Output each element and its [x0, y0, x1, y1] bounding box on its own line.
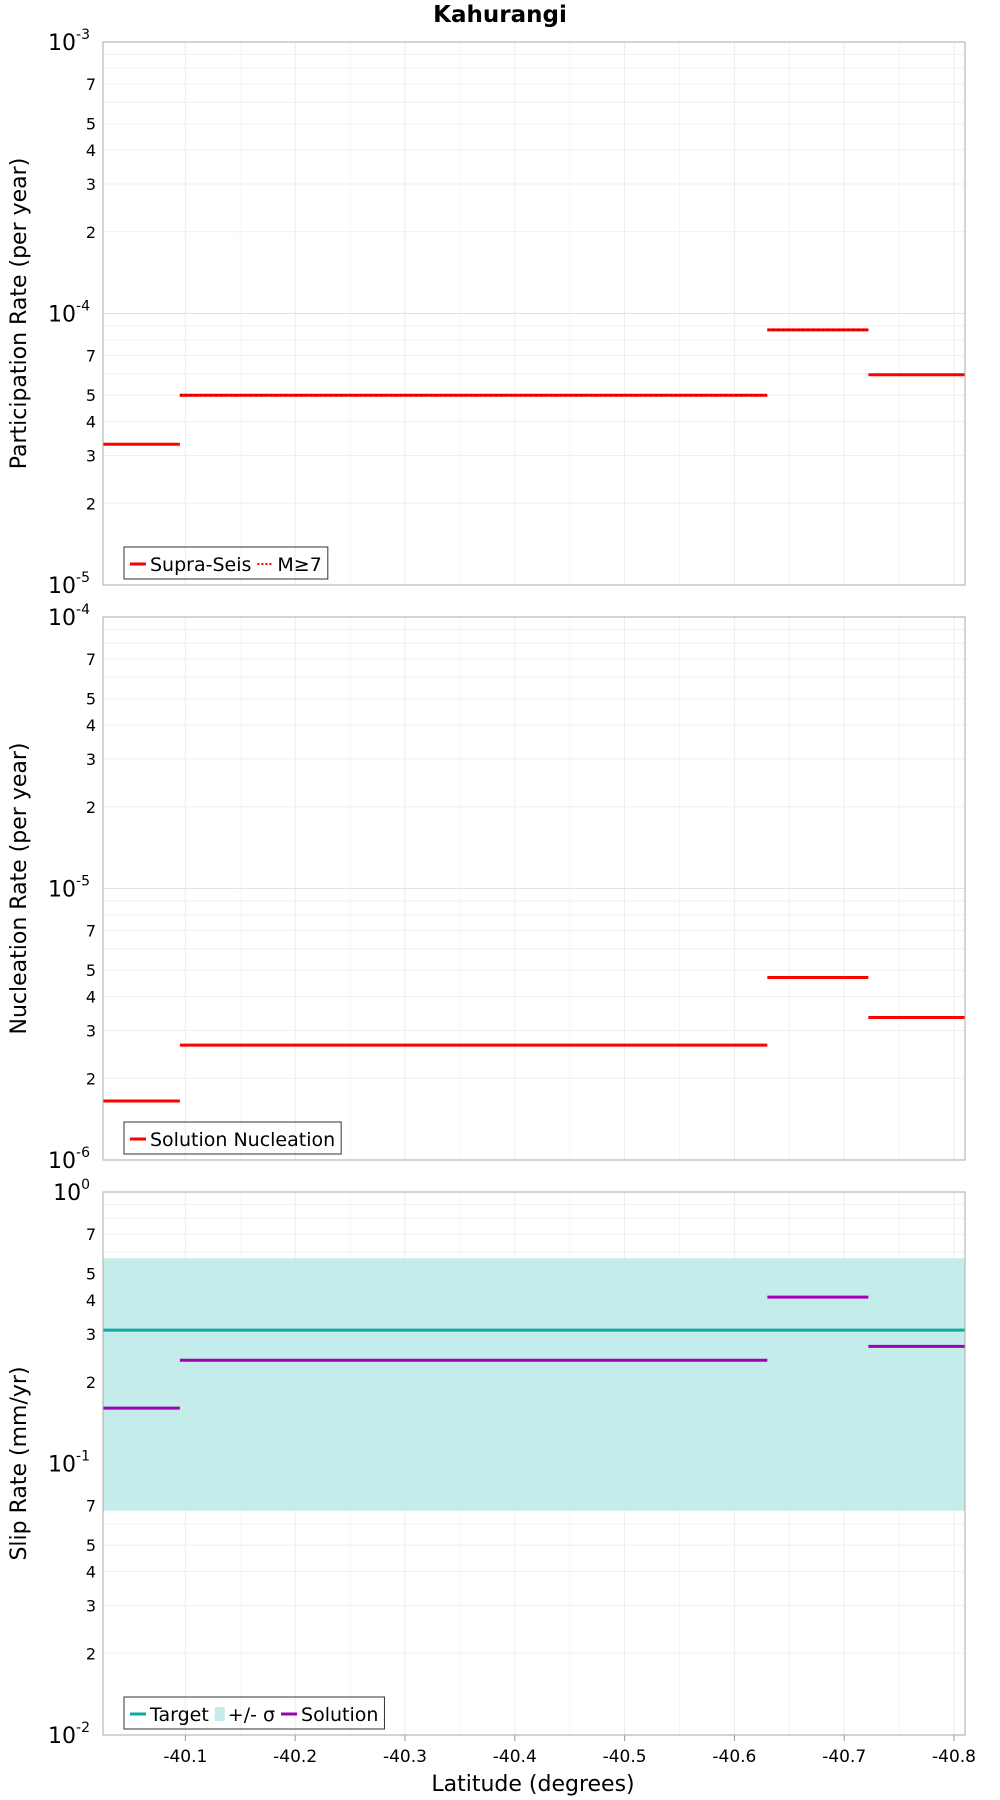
- y-tick-label-major: 10-4: [48, 602, 90, 631]
- legend-label: Target: [149, 1704, 209, 1726]
- x-tick-label: -40.8: [932, 1747, 976, 1767]
- y-tick-label-minor: 3: [86, 750, 96, 769]
- x-axis-label: Latitude (degrees): [431, 1772, 634, 1797]
- y-tick-label-minor: 7: [86, 75, 96, 94]
- legend: Supra-Seis M≥7: [123, 546, 329, 580]
- legend-label: +/- σ: [228, 1704, 275, 1726]
- y-tick-label-minor: 4: [86, 413, 96, 432]
- y-tick-label-major: 100: [53, 1177, 90, 1206]
- y-tick-label-minor: 3: [86, 1325, 96, 1344]
- legend-swatch-band: [214, 1707, 225, 1721]
- legend-label: M≥7: [277, 554, 321, 576]
- y-tick-label-minor: 3: [86, 1021, 96, 1040]
- legend-box: [123, 1696, 385, 1730]
- y-tick-label-major: 10-1: [48, 1449, 90, 1478]
- y-tick-exponent: -5: [76, 570, 90, 586]
- y-tick-label-minor: 7: [86, 1497, 96, 1516]
- y-tick-exponent: -2: [76, 1720, 90, 1736]
- x-tick-label: -40.5: [603, 1747, 647, 1767]
- y-tick-label-major: 10-5: [48, 570, 90, 599]
- y-tick-label-minor: 4: [86, 1563, 96, 1582]
- y-tick-label-minor: 2: [86, 494, 96, 513]
- legend-label: Solution: [301, 1704, 378, 1726]
- x-tick-label: -40.4: [493, 1747, 537, 1767]
- y-tick-label-major: 10-4: [48, 299, 90, 328]
- legend: Target +/- σ Solution: [123, 1696, 385, 1730]
- participation-rate-panel: 10-5 10-4 10-3 2 3 4 5 7 2 3 4 5 7 Participation Rate…: [7, 27, 966, 599]
- y-tick-exponent: -5: [76, 874, 90, 890]
- plot-frame: [102, 41, 966, 586]
- y-tick-label-minor: 7: [86, 347, 96, 366]
- y-tick-label-minor: 5: [86, 1536, 96, 1555]
- legend-label: Solution Nucleation: [150, 1129, 335, 1151]
- y-tick-label-minor: 5: [86, 115, 96, 134]
- y-tick-label-minor: 4: [86, 988, 96, 1007]
- y-tick-label-minor: 5: [86, 386, 96, 405]
- x-tick-label: -40.3: [383, 1747, 427, 1767]
- y-tick-exponent: -4: [76, 602, 90, 618]
- y-tick-label-major: 10-5: [48, 874, 90, 903]
- y-tick-label-minor: 7: [86, 650, 96, 669]
- y-tick-label-minor: 3: [86, 1596, 96, 1615]
- y-tick-label-minor: 2: [86, 1373, 96, 1392]
- y-tick-label-minor: 2: [86, 1069, 96, 1088]
- plot-frame: [102, 616, 966, 1161]
- x-tick-label: -40.6: [712, 1747, 756, 1767]
- y-tick-label-minor: 2: [86, 223, 96, 242]
- legend-label: Supra-Seis: [150, 554, 251, 576]
- y-tick-label-minor: 5: [86, 961, 96, 980]
- y-tick-exponent: 0: [81, 1177, 90, 1193]
- y-tick-label-major: 10-3: [48, 27, 90, 56]
- y-axis-label: Nucleation Rate (per year): [7, 743, 32, 1035]
- x-tick-label: -40.1: [163, 1747, 207, 1767]
- y-tick-label-minor: 5: [86, 690, 96, 709]
- y-axis-label: Slip Rate (mm/yr): [7, 1366, 32, 1560]
- y-tick-label-major: 10-6: [48, 1145, 90, 1174]
- y-tick-label-minor: 5: [86, 1265, 96, 1284]
- y-tick-label-major: 10-2: [48, 1720, 90, 1749]
- legend-box: [123, 546, 329, 580]
- y-axis-label: Participation Rate (per year): [7, 158, 32, 470]
- y-tick-label-minor: 3: [86, 446, 96, 465]
- x-tick-label: -40.2: [273, 1747, 317, 1767]
- y-tick-exponent: -3: [76, 27, 90, 43]
- legend-box: [123, 1121, 342, 1155]
- y-tick-label-minor: 7: [86, 1225, 96, 1244]
- y-tick-label-minor: 4: [86, 141, 96, 160]
- y-tick-label-minor: 4: [86, 1291, 96, 1310]
- y-tick-label-minor: 4: [86, 716, 96, 735]
- y-tick-label-minor: 3: [86, 175, 96, 194]
- y-tick-exponent: -4: [76, 299, 90, 315]
- chart-title: Kahurangi: [433, 2, 567, 28]
- legend: Solution Nucleation: [123, 1121, 342, 1155]
- uncertainty-band: [103, 1258, 965, 1511]
- nucleation-rate-panel: 10-6 10-5 10-4 2 3 4 5 7 2 3 4 5 7 Nucleation Rate (p…: [7, 602, 966, 1174]
- y-tick-label-minor: 7: [86, 922, 96, 941]
- y-tick-label-minor: 2: [86, 798, 96, 817]
- slip-rate-panel: 10-2 10-1 100 2 3 4 5 7 2 3 4 5 7 -40.1 -40.2 -40.3 -40.…: [7, 1177, 976, 1767]
- plot-frame: [102, 1191, 966, 1736]
- y-tick-exponent: -1: [76, 1449, 90, 1465]
- y-tick-label-minor: 2: [86, 1644, 96, 1663]
- y-tick-exponent: -6: [76, 1145, 90, 1161]
- x-tick-label: -40.7: [822, 1747, 866, 1767]
